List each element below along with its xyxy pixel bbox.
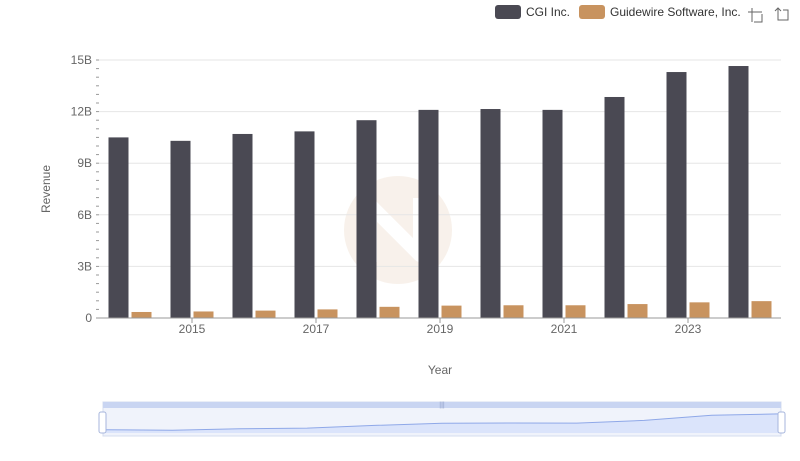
zoom-handle-left[interactable] [98,411,107,434]
zoom-slider-grip[interactable]: ||| [439,402,445,409]
legend-item-guidewire[interactable]: Guidewire Software, Inc. [579,5,741,19]
zoom-handle-right[interactable] [777,411,786,434]
y-tick-label: 0 [85,311,92,325]
legend-item-cgi[interactable]: CGI Inc. [495,5,570,19]
legend-swatch-guidewire [579,5,605,19]
y-tick-label: 15B [71,53,92,67]
bar-cgi-2022[interactable] [604,96,625,318]
y-axis-title: Revenue [39,165,53,213]
y-tick-label: 12B [71,105,92,119]
bar-cgi-2018[interactable] [356,120,377,318]
bar-cgi-2017[interactable] [294,131,315,318]
bar-guidewire-2018[interactable] [379,306,400,318]
legend-label-cgi: CGI Inc. [526,5,570,19]
y-axis: 0 3B 6B 9B 12B 15B [71,53,99,325]
legend: CGI Inc. Guidewire Software, Inc. [495,5,741,19]
bar-guidewire-2022[interactable] [627,304,648,318]
bar-guidewire-2020[interactable] [503,305,524,318]
legend-label-guidewire: Guidewire Software, Inc. [610,5,741,19]
bar-cgi-2024[interactable] [728,66,749,319]
x-tick-label: 2023 [675,322,702,336]
bar-cgi-2019[interactable] [418,109,439,318]
bar-guidewire-2023[interactable] [689,302,710,318]
bar-guidewire-2016[interactable] [255,310,276,318]
zoom-slider-top-bar[interactable] [103,402,781,408]
x-axis: 2015 2017 2019 2021 2023 [99,317,781,336]
x-tick-label: 2015 [179,322,206,336]
bar-guidewire-2017[interactable] [317,309,338,318]
legend-swatch-cgi [495,5,521,19]
zoom-select-icon[interactable] [748,8,763,23]
x-tick-label: 2019 [427,322,454,336]
y-tick-label: 9B [77,156,92,170]
zoom-preview-line [104,413,780,431]
bar-cgi-2023[interactable] [666,72,687,318]
bar-guidewire-2014[interactable] [131,311,152,318]
bar-guidewire-2015[interactable] [193,311,214,318]
bar-cgi-2021[interactable] [542,109,563,318]
zoom-slider[interactable]: ||| [98,401,786,437]
y-tick-label: 6B [77,208,92,222]
x-axis-title: Year [428,363,452,377]
bar-guidewire-2019[interactable] [441,305,462,318]
bar-cgi-2014[interactable] [108,137,129,318]
bars [108,66,772,319]
x-tick-label: 2017 [303,322,330,336]
x-tick-label: 2021 [551,322,578,336]
bar-cgi-2020[interactable] [480,109,501,319]
bar-guidewire-2021[interactable] [565,305,586,318]
bar-guidewire-2024[interactable] [751,301,772,318]
bar-cgi-2016[interactable] [232,133,253,318]
restore-icon[interactable] [774,7,789,21]
y-tick-label: 3B [77,259,92,273]
bar-cgi-2015[interactable] [170,140,191,318]
